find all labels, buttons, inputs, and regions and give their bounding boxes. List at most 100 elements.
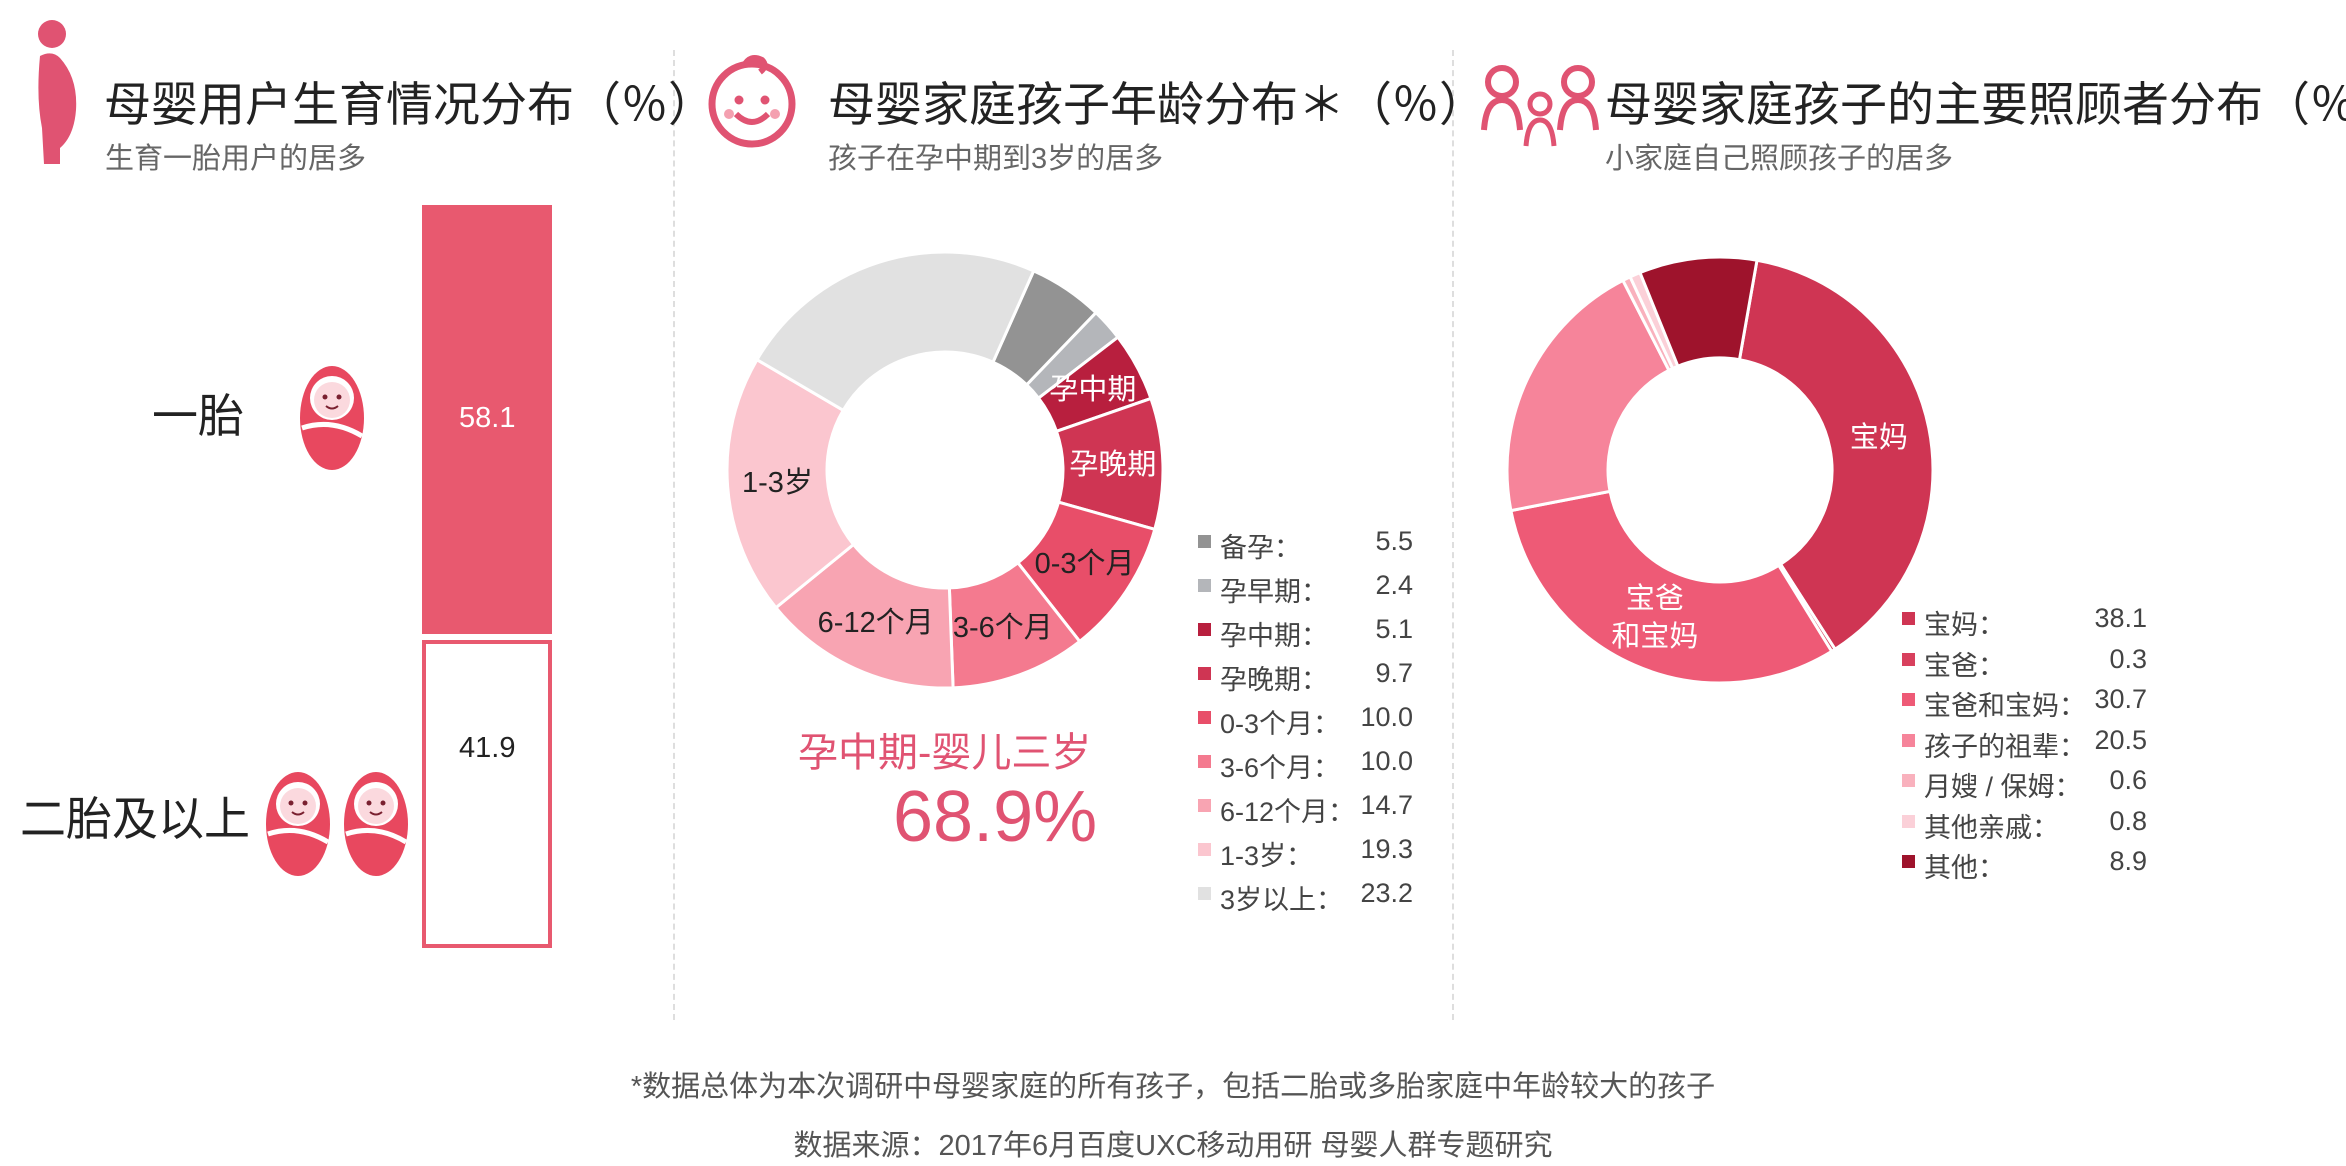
care-legend-item-2: 宝爸和宝妈： 30.7 — [1902, 684, 2147, 721]
left-subtitle: 生育一胎用户的居多 — [105, 143, 367, 175]
swaddled-baby-icon — [300, 366, 364, 470]
care-legend-label-3: 孩子的祖辈： — [1924, 731, 2086, 762]
age-legend-value-4: 10.0 — [1360, 702, 1413, 732]
age-legend-item-4: 0-3个月： 10.0 — [1198, 702, 1413, 739]
bar-first-child — [422, 205, 552, 634]
care-legend-value-4: 0.6 — [2109, 765, 2147, 795]
age-slice-label-5: 3-6个月 — [952, 611, 1053, 644]
middle-title: 母婴家庭孩子年龄分布＊（％） — [828, 78, 1486, 131]
family-icon — [1481, 65, 1599, 147]
child-age-donut-chart — [725, 250, 1165, 690]
bar-second-child-plus — [422, 640, 552, 948]
age-slice-label-3: 孕晚期 — [1069, 449, 1157, 482]
age-legend-swatch-5 — [1198, 755, 1211, 768]
age-legend-label-0: 备孕： — [1220, 533, 1301, 563]
age-legend-swatch-1 — [1198, 579, 1211, 592]
care-legend-item-0: 宝妈： 38.1 — [1902, 603, 2147, 640]
left-title: 母婴用户生育情况分布（％） — [104, 78, 715, 131]
bar-value-second-child-plus: 41.9 — [459, 732, 516, 764]
care-legend-label-6: 其他： — [1924, 853, 2005, 883]
age-slice-7 — [725, 357, 856, 610]
section-divider-1 — [673, 50, 675, 1020]
age-legend-value-8: 23.2 — [1360, 878, 1413, 908]
care-legend-item-3: 孩子的祖辈： 20.5 — [1902, 724, 2147, 762]
bar-category-second-child-plus: 二胎及以上 — [20, 793, 250, 845]
age-legend-label-3: 孕晚期： — [1220, 665, 1328, 695]
age-legend-label-5: 3-6个月： — [1220, 753, 1341, 783]
care-legend-swatch-5 — [1902, 814, 1915, 828]
age-legend-item-1: 孕早期： 2.4 — [1198, 570, 1413, 607]
age-legend-label-8: 3岁以上： — [1220, 885, 1344, 915]
age-legend-item-6: 6-12个月： 14.7 — [1198, 790, 1413, 827]
care-slice-3 — [1505, 278, 1671, 513]
care-legend-label-0: 宝妈： — [1924, 610, 2005, 640]
care-legend-value-5: 0.8 — [2109, 805, 2147, 836]
section-divider-2 — [1452, 50, 1454, 1020]
age-legend-item-2: 孕中期： 5.1 — [1198, 614, 1413, 651]
care-legend-label-1: 宝爸： — [1924, 650, 2005, 681]
baby-face-icon — [708, 55, 796, 148]
care-legend-item-4: 月嫂 / 保姆： 0.6 — [1902, 765, 2147, 802]
age-legend-swatch-2 — [1198, 623, 1211, 636]
age-legend-item-7: 1-3岁： 19.3 — [1198, 834, 1413, 871]
care-legend-label-2: 宝爸和宝妈： — [1924, 691, 2086, 721]
age-slice-label-2: 孕中期 — [1049, 374, 1137, 407]
care-legend-value-0: 38.1 — [2094, 603, 2147, 633]
care-legend-value-1: 0.3 — [2109, 643, 2147, 674]
middle-subtitle: 孩子在孕中期到3岁的居多 — [828, 143, 1164, 175]
age-legend-label-4: 0-3个月： — [1220, 709, 1341, 739]
age-legend-item-0: 备孕： 5.5 — [1198, 526, 1413, 563]
pregnant-woman-icon — [38, 20, 77, 164]
data-source: 数据来源：2017年6月百度UXC移动用研 母婴人群专题研究 — [793, 1130, 1553, 1162]
age-legend-swatch-0 — [1198, 535, 1211, 548]
age-legend-value-1: 2.4 — [1375, 570, 1413, 600]
care-slice-label-2: 宝爸 和宝妈 — [1611, 583, 1699, 654]
care-legend-item-5: 其他亲戚： 0.8 — [1902, 805, 2147, 843]
age-legend-item-8: 3岁以上： 23.2 — [1198, 878, 1413, 915]
care-legend-value-2: 30.7 — [2094, 684, 2147, 714]
bar-category-first-child: 一胎 — [152, 390, 244, 442]
care-legend-value-6: 8.9 — [2109, 846, 2147, 876]
swaddled-baby-icon-1 — [266, 772, 330, 876]
care-legend-swatch-0 — [1902, 612, 1915, 625]
care-legend-item-6: 其他： 8.9 — [1902, 846, 2147, 883]
age-slice-8 — [754, 250, 1036, 413]
care-legend-label-4: 月嫂 / 保姆： — [1924, 772, 2082, 802]
age-legend-item-3: 孕晚期： 9.7 — [1198, 658, 1413, 695]
age-legend-label-2: 孕中期： — [1220, 621, 1328, 651]
care-slice-6 — [1638, 255, 1759, 369]
age-legend-value-2: 5.1 — [1375, 614, 1413, 644]
age-legend-swatch-8 — [1198, 887, 1211, 900]
age-legend-value-0: 5.5 — [1375, 526, 1413, 556]
care-legend-swatch-4 — [1902, 774, 1915, 787]
bar-value-first-child: 58.1 — [459, 401, 516, 434]
age-legend-swatch-3 — [1198, 667, 1211, 680]
age-slice-label-6: 6-12个月 — [817, 607, 934, 640]
care-slice-0 — [1737, 258, 1935, 652]
caregiver-donut-chart — [1505, 255, 1935, 685]
age-slice-label-4: 0-3个月 — [1034, 547, 1135, 580]
age-slice-label-7: 1-3岁 — [742, 466, 813, 499]
age-legend-item-5: 3-6个月： 10.0 — [1198, 746, 1413, 783]
age-legend-value-5: 10.0 — [1360, 746, 1413, 776]
care-slice-label-0: 宝妈 — [1849, 422, 1908, 455]
care-legend-label-5: 其他亲戚： — [1924, 812, 2059, 843]
highlight-range-label: 孕中期-婴儿三岁 — [798, 731, 1092, 775]
care-legend-swatch-2 — [1902, 693, 1915, 706]
care-legend-swatch-1 — [1902, 652, 1915, 666]
care-legend-swatch-3 — [1902, 733, 1915, 747]
age-legend-label-6: 6-12个月： — [1220, 797, 1356, 827]
age-legend-swatch-4 — [1198, 711, 1211, 724]
age-legend-value-6: 14.7 — [1360, 790, 1413, 820]
highlight-range-value: 68.9% — [893, 777, 1098, 857]
age-legend-value-7: 19.3 — [1360, 834, 1413, 864]
care-slice-2 — [1509, 489, 1834, 685]
age-legend-swatch-7 — [1198, 843, 1211, 856]
age-legend-label-7: 1-3岁： — [1220, 841, 1314, 871]
care-legend-value-3: 20.5 — [2094, 724, 2147, 755]
swaddled-baby-icon-2 — [344, 772, 408, 876]
footnote: *数据总体为本次调研中母婴家庭的所有孩子，包括二胎或多胎家庭中年龄较大的孩子 — [630, 1071, 1716, 1103]
care-legend-item-1: 宝爸： 0.3 — [1902, 643, 2147, 681]
age-legend-value-3: 9.7 — [1375, 658, 1413, 688]
age-legend-label-1: 孕早期： — [1220, 577, 1328, 607]
